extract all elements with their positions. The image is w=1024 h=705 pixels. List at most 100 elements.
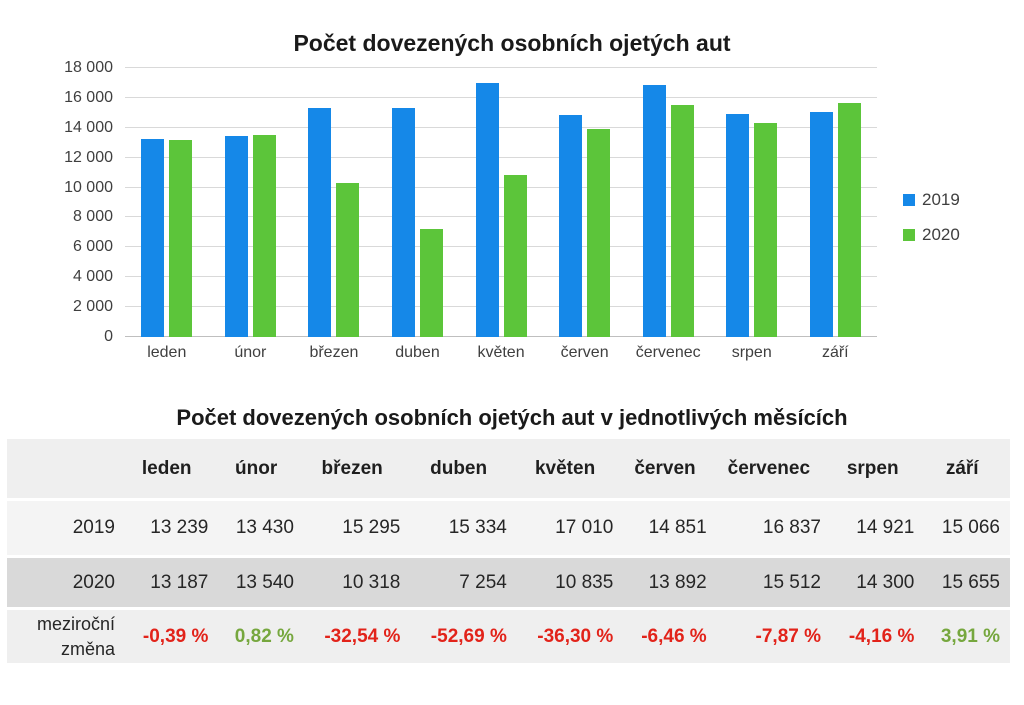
x-tick-label-srpen: srpen bbox=[731, 344, 772, 361]
table-header: leden únor březen duben květen červen červenec… bbox=[7, 439, 1010, 498]
x-tick-label-leden: leden bbox=[147, 344, 187, 361]
bar-group-srpen bbox=[710, 68, 794, 337]
bar-group-leden bbox=[125, 68, 209, 337]
change-cell-duben: -52,69 % bbox=[410, 610, 517, 663]
y-tick-label-6000: 6 000 bbox=[72, 238, 113, 256]
legend-swatch-2020-icon bbox=[903, 229, 915, 241]
bar-group-květen bbox=[459, 68, 543, 337]
legend-label-2019: 2019 bbox=[922, 190, 960, 209]
bar-2020-červen bbox=[587, 129, 611, 337]
data-cell-2020-červen: 13 892 bbox=[623, 558, 717, 607]
y-tick-label-4000: 4 000 bbox=[72, 268, 113, 286]
change-cell-únor: 0,82 % bbox=[218, 610, 304, 663]
chart-legend: 2019 2020 bbox=[903, 190, 960, 245]
x-tick-label-červenec: červenec bbox=[635, 344, 701, 361]
x-tick-label-září: září bbox=[821, 344, 849, 361]
bar-2020-leden bbox=[169, 139, 193, 337]
y-tick-label-12000: 12 000 bbox=[64, 148, 113, 166]
bar-2019-březen bbox=[308, 108, 332, 337]
table-header-row: leden únor březen duben květen červen červenec… bbox=[7, 439, 1010, 498]
column-header-leden: leden bbox=[125, 439, 219, 498]
y-tick-label-2000: 2 000 bbox=[72, 298, 113, 316]
bar-group-září bbox=[794, 68, 878, 337]
bar-2019-srpen bbox=[726, 114, 750, 337]
x-tick-label-květen: květen bbox=[477, 344, 525, 361]
plot-area bbox=[125, 67, 877, 337]
table-row-2019: 2019 13 239 13 430 15 295 15 334 17 010 14 851… bbox=[7, 501, 1010, 555]
gridline-6000 bbox=[125, 246, 877, 248]
bar-2020-březen bbox=[336, 182, 360, 337]
bar-2020-únor bbox=[252, 134, 276, 337]
imports-bar-chart: Počet dovezených osobních ojetých aut 0 2… bbox=[0, 30, 960, 361]
x-tick-label-březen: březen bbox=[309, 344, 359, 361]
data-cell-2020-září: 15 655 bbox=[924, 558, 1010, 607]
y-tick-label-10000: 10 000 bbox=[64, 178, 113, 196]
bar-2020-září bbox=[837, 103, 861, 337]
chart-title: Počet dovezených osobních ojetých aut bbox=[293, 30, 731, 56]
y-tick-label-0: 0 bbox=[104, 328, 113, 345]
gridline-8000 bbox=[125, 216, 877, 218]
bar-2019-duben bbox=[391, 107, 415, 337]
column-header-květen: květen bbox=[516, 439, 624, 498]
bar-2020-srpen bbox=[754, 123, 778, 337]
gridline-10000 bbox=[125, 186, 877, 188]
row-label-2019: 2019 bbox=[7, 501, 125, 555]
gridline-14000 bbox=[125, 126, 877, 128]
change-cell-září: 3,91 % bbox=[924, 610, 1010, 663]
data-cell-2020-únor: 13 540 bbox=[218, 558, 304, 607]
change-cell-květen: -36,30 % bbox=[516, 610, 624, 663]
change-cell-leden: -0,39 % bbox=[125, 610, 219, 663]
row-label-change: meziroční změna bbox=[7, 610, 125, 663]
legend-item-2019: 2019 bbox=[903, 190, 960, 210]
data-cell-2019-leden: 13 239 bbox=[125, 501, 219, 555]
y-tick-label-14000: 14 000 bbox=[64, 118, 113, 136]
column-header-duben: duben bbox=[410, 439, 517, 498]
bar-2019-leden bbox=[141, 139, 165, 337]
bar-group-březen bbox=[292, 68, 376, 337]
bar-2019-únor bbox=[224, 136, 248, 337]
x-tick-label-červen: červen bbox=[560, 344, 609, 361]
table-body: 2019 13 239 13 430 15 295 15 334 17 010 14 851… bbox=[7, 501, 1010, 663]
bar-2019-červen bbox=[559, 115, 583, 337]
y-tick-label-18000: 18 000 bbox=[64, 59, 113, 76]
table-corner-cell bbox=[7, 439, 125, 498]
bar-2020-červenec bbox=[670, 105, 694, 337]
bar-2020-duben bbox=[419, 228, 443, 337]
gridline-4000 bbox=[125, 276, 877, 278]
gridline-0 bbox=[125, 336, 877, 337]
table-title: Počet dovezených osobních ojetých aut v … bbox=[176, 405, 848, 430]
column-header-červen: červen bbox=[623, 439, 717, 498]
legend-label-2020: 2020 bbox=[922, 225, 960, 244]
column-header-únor: únor bbox=[218, 439, 304, 498]
data-cell-2020-květen: 10 835 bbox=[516, 558, 624, 607]
table-row-2020: 2020 13 187 13 540 10 318 7 254 10 835 13 892 1… bbox=[7, 558, 1010, 607]
data-cell-2019-květen: 17 010 bbox=[516, 501, 624, 555]
data-cell-2019-srpen: 14 921 bbox=[831, 501, 925, 555]
data-cell-2019-červen: 14 851 bbox=[623, 501, 717, 555]
y-tick-label-16000: 16 000 bbox=[64, 88, 113, 106]
bar-groups bbox=[125, 68, 877, 337]
column-header-září: září bbox=[924, 439, 1010, 498]
change-cell-březen: -32,54 % bbox=[303, 610, 411, 663]
gridline-16000 bbox=[125, 96, 877, 98]
data-cell-2019-červenec: 16 837 bbox=[716, 501, 831, 555]
change-cell-červen: -6,46 % bbox=[623, 610, 717, 663]
data-cell-2020-duben: 7 254 bbox=[410, 558, 517, 607]
bar-group-červenec bbox=[626, 68, 710, 337]
data-cell-2020-leden: 13 187 bbox=[125, 558, 219, 607]
data-cell-2019-září: 15 066 bbox=[924, 501, 1010, 555]
monthly-data-table: leden únor březen duben květen červen červenec… bbox=[7, 436, 1010, 666]
data-cell-2020-srpen: 14 300 bbox=[831, 558, 925, 607]
bar-2019-květen bbox=[475, 82, 499, 337]
change-cell-srpen: -4,16 % bbox=[831, 610, 925, 663]
bar-2020-květen bbox=[503, 175, 527, 337]
legend-item-2020: 2020 bbox=[903, 225, 960, 245]
x-tick-label-únor: únor bbox=[234, 344, 267, 361]
change-cell-červenec: -7,87 % bbox=[716, 610, 831, 663]
bar-group-duben bbox=[376, 68, 460, 337]
y-axis: 0 2 000 4 000 6 000 8 000 10 000 12 000 14 000 1… bbox=[0, 59, 113, 345]
column-header-březen: březen bbox=[303, 439, 411, 498]
column-header-srpen: srpen bbox=[831, 439, 925, 498]
y-tick-label-8000: 8 000 bbox=[72, 208, 113, 226]
